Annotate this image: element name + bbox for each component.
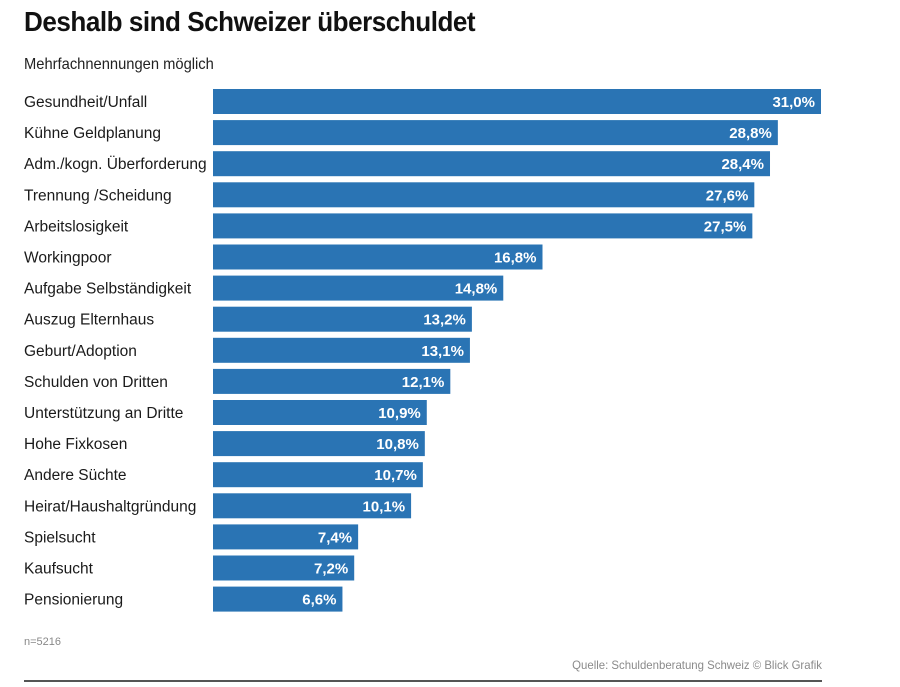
bar: [213, 462, 423, 488]
bar: [213, 306, 472, 332]
category-label: Geburt/Adoption: [24, 343, 137, 360]
category-label: Auszug Elternhaus: [24, 312, 154, 329]
category-label: Adm./kogn. Überforderung: [24, 155, 207, 173]
bar: [213, 493, 412, 519]
chart-title: Deshalb sind Schweizer überschuldet: [24, 6, 476, 37]
value-label: 14,8%: [455, 281, 498, 298]
category-label: Aufgabe Selbständigkeit: [24, 281, 192, 298]
value-label: 10,1%: [363, 498, 406, 515]
bar: [213, 120, 778, 146]
bar: [213, 586, 343, 612]
bar: [213, 368, 451, 394]
category-label: Spielsucht: [24, 529, 96, 546]
bar-chart: Gesundheit/Unfall 31,0% Kühne Geldplanung 2…: [24, 89, 821, 612]
bottom-divider: [24, 680, 822, 682]
category-label: Pensionierung: [24, 592, 123, 609]
bar: [213, 337, 470, 363]
value-label: 28,4%: [721, 156, 764, 173]
bar: [213, 244, 543, 270]
category-label: Workingpoor: [24, 250, 112, 267]
category-label: Kühne Geldplanung: [24, 125, 161, 142]
category-label: Arbeitslosigkeit: [24, 218, 129, 235]
category-label: Unterstützung an Dritte: [24, 405, 183, 422]
value-label: 16,8%: [494, 250, 537, 267]
category-label: Hohe Fixkosen: [24, 436, 127, 453]
category-label: Heirat/Haushaltgründung: [24, 498, 196, 515]
sample-size-note: n=5216: [24, 636, 62, 648]
value-label: 27,6%: [706, 187, 749, 204]
category-label: Gesundheit/Unfall: [24, 94, 147, 111]
category-label: Trennung /Scheidung: [24, 187, 172, 204]
bar: [213, 89, 821, 114]
category-label: Schulden von Dritten: [24, 374, 168, 391]
chart-subtitle: Mehrfachnennungen möglich: [24, 56, 214, 73]
bar: [213, 555, 355, 581]
value-label: 28,8%: [729, 125, 772, 142]
value-label: 7,4%: [318, 529, 352, 546]
category-label: Kaufsucht: [24, 561, 94, 578]
value-label: 27,5%: [704, 218, 747, 235]
bar: [213, 275, 504, 301]
value-label: 6,6%: [302, 592, 336, 609]
value-label: 10,7%: [374, 467, 417, 484]
value-label: 10,8%: [376, 436, 419, 453]
value-label: 31,0%: [772, 94, 815, 111]
bar: [213, 524, 359, 550]
value-label: 13,2%: [423, 312, 466, 329]
bar: [213, 213, 753, 239]
category-label: Andere Süchte: [24, 467, 127, 484]
source-credit: Quelle: Schuldenberatung Schweiz © Blick…: [572, 658, 822, 672]
value-label: 12,1%: [402, 374, 445, 391]
bar: [213, 182, 755, 208]
bar: [213, 431, 425, 457]
bar: [213, 151, 771, 177]
value-label: 7,2%: [314, 561, 348, 578]
value-label: 13,1%: [421, 343, 464, 360]
value-label: 10,9%: [378, 405, 421, 422]
bar: [213, 400, 427, 425]
